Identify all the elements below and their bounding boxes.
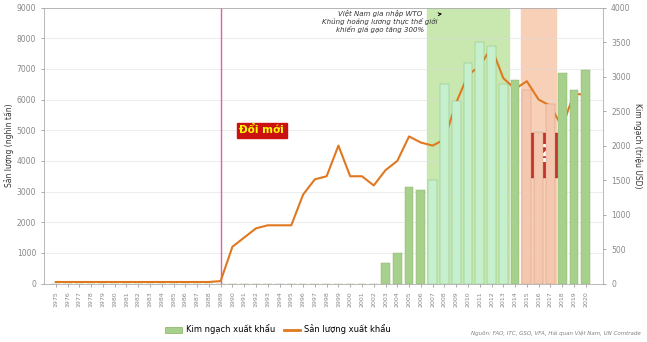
Text: Nguồn: FAO, ITC, GSO, VFA, Hải quan Việt Nam, UN Comtrade: Nguồn: FAO, ITC, GSO, VFA, Hải quan Việt…: [471, 331, 641, 336]
Legend: Kim ngạch xuất khẩu, Sản lượng xuất khẩu: Kim ngạch xuất khẩu, Sản lượng xuất khẩu: [162, 321, 395, 338]
Text: Đổi mới: Đổi mới: [239, 125, 284, 135]
Bar: [452, 101, 461, 284]
Bar: [558, 73, 567, 284]
Bar: [427, 8, 509, 284]
Bar: [463, 63, 472, 284]
Bar: [521, 8, 556, 284]
Bar: [381, 263, 390, 284]
Bar: [393, 252, 402, 284]
Text: Việt Nam gia nhập WTO
Khủng hoảng lương thực thế giới
khiến giá gạo tăng 300%: Việt Nam gia nhập WTO Khủng hoảng lương …: [322, 10, 441, 33]
Bar: [582, 70, 590, 284]
Y-axis label: Sản lượng (nghìn tấn): Sản lượng (nghìn tấn): [4, 104, 14, 187]
Bar: [476, 42, 484, 284]
Bar: [546, 104, 555, 284]
Bar: [440, 83, 449, 284]
Bar: [522, 90, 531, 284]
Text: ?: ?: [537, 143, 552, 167]
Bar: [487, 45, 496, 284]
Bar: [404, 187, 413, 284]
Bar: [569, 90, 578, 284]
Bar: [417, 190, 425, 284]
Bar: [510, 80, 520, 284]
Y-axis label: Kim ngạch (triệu USD): Kim ngạch (triệu USD): [633, 103, 643, 188]
Bar: [499, 83, 508, 284]
Bar: [428, 180, 437, 284]
Bar: [534, 132, 543, 284]
